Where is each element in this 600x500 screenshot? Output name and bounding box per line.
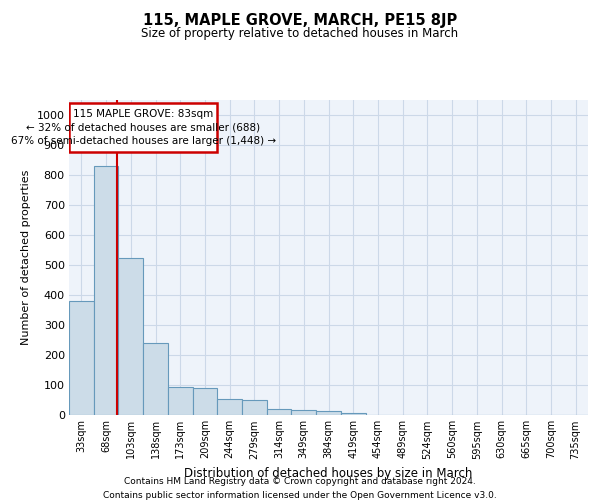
Y-axis label: Number of detached properties: Number of detached properties bbox=[21, 170, 31, 345]
Bar bbox=[217, 398, 242, 415]
Bar bbox=[316, 410, 341, 415]
Bar bbox=[168, 386, 193, 415]
Bar bbox=[69, 301, 94, 415]
Text: ← 32% of detached houses are smaller (688): ← 32% of detached houses are smaller (68… bbox=[26, 122, 260, 132]
Text: Contains public sector information licensed under the Open Government Licence v3: Contains public sector information licen… bbox=[103, 491, 497, 500]
Text: 115 MAPLE GROVE: 83sqm: 115 MAPLE GROVE: 83sqm bbox=[73, 108, 213, 118]
Bar bbox=[292, 410, 316, 415]
Text: 115, MAPLE GROVE, MARCH, PE15 8JP: 115, MAPLE GROVE, MARCH, PE15 8JP bbox=[143, 12, 457, 28]
Text: Size of property relative to detached houses in March: Size of property relative to detached ho… bbox=[142, 28, 458, 40]
Bar bbox=[341, 412, 365, 415]
Bar bbox=[242, 400, 267, 415]
FancyBboxPatch shape bbox=[69, 103, 217, 152]
Bar bbox=[267, 409, 292, 415]
X-axis label: Distribution of detached houses by size in March: Distribution of detached houses by size … bbox=[184, 467, 473, 480]
Text: Contains HM Land Registry data © Crown copyright and database right 2024.: Contains HM Land Registry data © Crown c… bbox=[124, 478, 476, 486]
Bar bbox=[193, 388, 217, 415]
Bar bbox=[94, 166, 118, 415]
Text: 67% of semi-detached houses are larger (1,448) →: 67% of semi-detached houses are larger (… bbox=[11, 136, 276, 146]
Bar bbox=[118, 258, 143, 415]
Bar bbox=[143, 343, 168, 415]
